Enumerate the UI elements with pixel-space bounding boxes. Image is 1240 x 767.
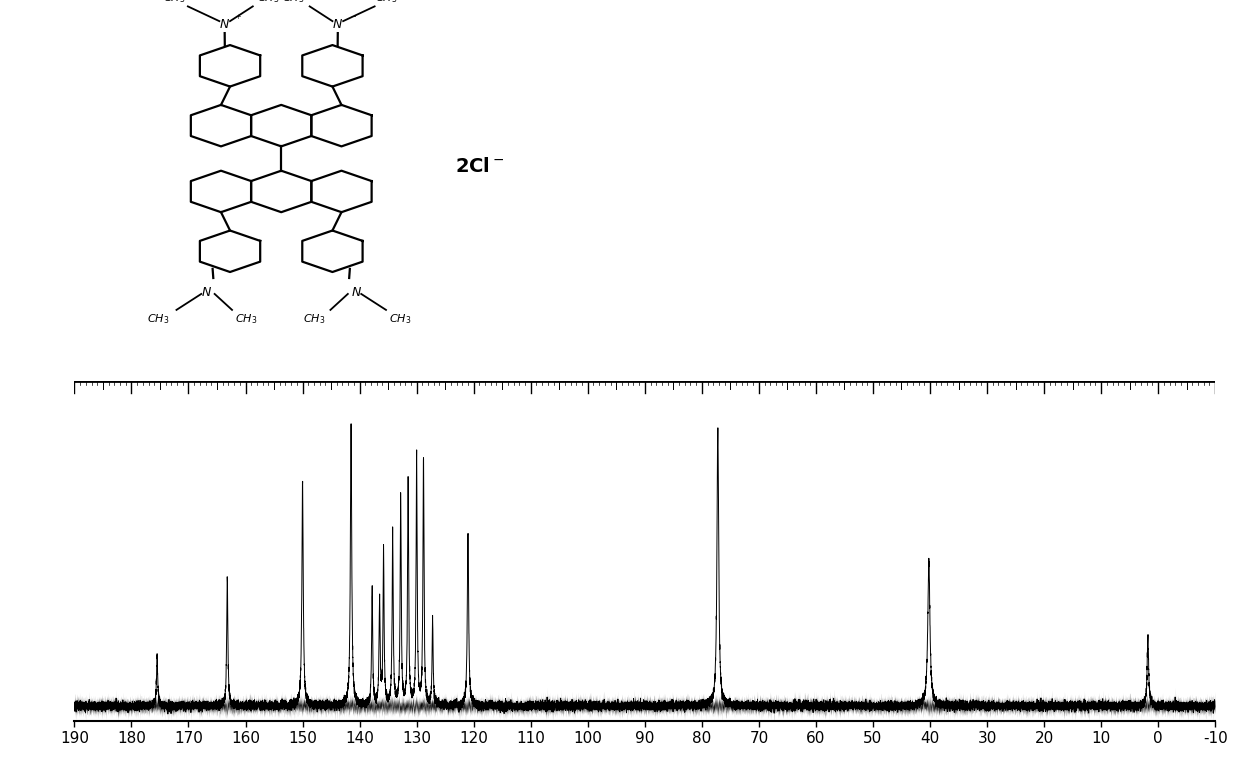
- Text: $CH_3$: $CH_3$: [234, 312, 257, 326]
- Text: $^+$: $^+$: [234, 14, 242, 24]
- Text: $CH_3$: $CH_3$: [148, 312, 170, 326]
- Text: N: N: [351, 286, 361, 299]
- Text: $CH_3$: $CH_3$: [281, 0, 304, 5]
- Text: $-$: $-$: [170, 0, 181, 4]
- Text: $CH_3$: $CH_3$: [389, 312, 412, 326]
- Text: $CH_3$: $CH_3$: [374, 0, 397, 5]
- Text: N: N: [334, 18, 342, 31]
- Text: $CH_3$: $CH_3$: [304, 312, 326, 326]
- Text: N: N: [219, 18, 229, 31]
- Text: 2Cl$^-$: 2Cl$^-$: [455, 157, 505, 176]
- Text: $CH_3$: $CH_3$: [257, 0, 279, 5]
- Text: $^-$: $^-$: [348, 14, 357, 24]
- Text: N: N: [202, 286, 211, 299]
- Text: $CH_3$: $CH_3$: [164, 0, 186, 5]
